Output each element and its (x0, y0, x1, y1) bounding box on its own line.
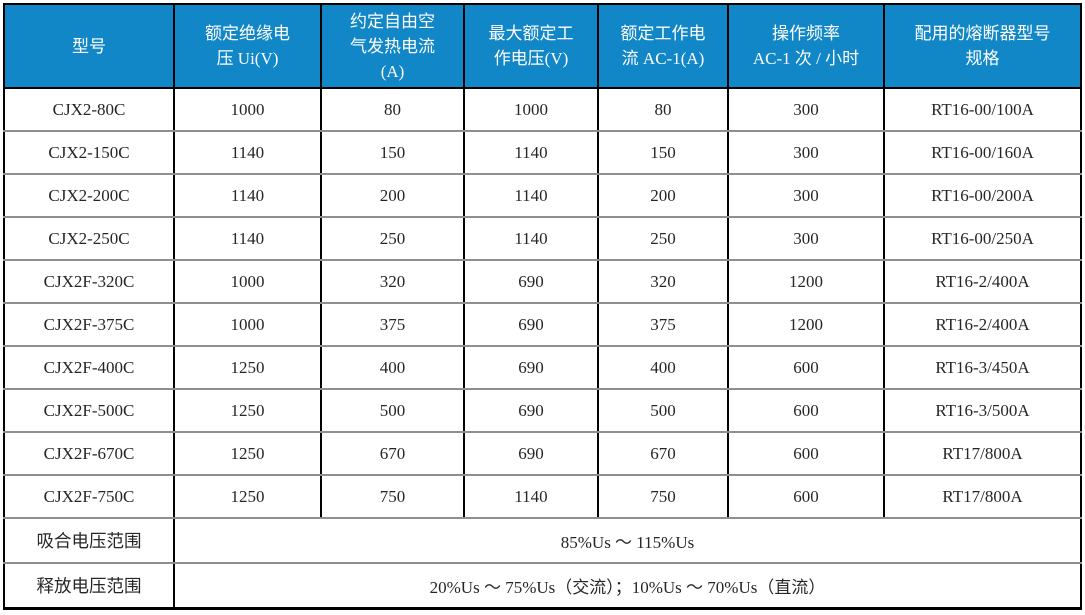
value-cell: 300 (727, 130, 885, 175)
fuse-spec-cell: RT17/800A (883, 431, 1082, 476)
value-cell: 1000 (173, 302, 322, 347)
value-cell: 600 (727, 474, 885, 519)
value-cell: 1250 (173, 431, 322, 476)
model-cell: CJX2-250C (3, 216, 175, 261)
value-cell: 1000 (463, 87, 599, 132)
release-voltage-range-value: 20%Us ～ 75%Us（交流）；10%Us ～ 70%Us（直流） (173, 562, 1082, 610)
value-cell: 600 (727, 388, 885, 433)
value-cell: 690 (463, 302, 599, 347)
value-cell: 375 (320, 302, 465, 347)
model-cell: CJX2F-400C (3, 345, 175, 390)
value-cell: 1200 (727, 302, 885, 347)
value-cell: 320 (320, 259, 465, 304)
value-cell: 690 (463, 431, 599, 476)
value-cell: 1140 (173, 216, 322, 261)
fuse-spec-cell: RT16-00/100A (883, 87, 1082, 132)
table-row: CJX2-150C 1140 150 1140 150 300 RT16-00/… (3, 130, 1082, 175)
value-cell: 600 (727, 431, 885, 476)
value-cell: 1140 (173, 173, 322, 218)
value-cell: 200 (597, 173, 729, 218)
pickup-voltage-range-value: 85%Us ～ 115%Us (173, 517, 1082, 564)
column-header-model: 型号 (3, 3, 175, 89)
model-cell: CJX2F-670C (3, 431, 175, 476)
model-cell: CJX2F-320C (3, 259, 175, 304)
contactor-spec-table: 型号 额定绝缘电 压 Ui(V) 约定自由空 气发热电流 (A) 最大额定工 作… (3, 3, 1082, 610)
value-cell: 1200 (727, 259, 885, 304)
column-header-rated-working-current-ac1: 额定工作电 流 AC-1(A) (597, 3, 729, 89)
table-header: 型号 额定绝缘电 压 Ui(V) 约定自由空 气发热电流 (A) 最大额定工 作… (3, 3, 1082, 89)
value-cell: 1140 (463, 130, 599, 175)
value-cell: 1000 (173, 87, 322, 132)
fuse-spec-cell: RT16-3/500A (883, 388, 1082, 433)
value-cell: 250 (597, 216, 729, 261)
model-cell: CJX2F-375C (3, 302, 175, 347)
fuse-spec-cell: RT16-2/400A (883, 302, 1082, 347)
fuse-spec-cell: RT16-3/450A (883, 345, 1082, 390)
table-row: CJX2F-400C 1250 400 690 400 600 RT16-3/4… (3, 345, 1082, 390)
value-cell: 400 (597, 345, 729, 390)
value-cell: 670 (597, 431, 729, 476)
value-cell: 600 (727, 345, 885, 390)
value-cell: 750 (320, 474, 465, 519)
table-row: CJX2-250C 1140 250 1140 250 300 RT16-00/… (3, 216, 1082, 261)
fuse-spec-cell: RT16-2/400A (883, 259, 1082, 304)
value-cell: 375 (597, 302, 729, 347)
column-header-free-air-thermal-current: 约定自由空 气发热电流 (A) (320, 3, 465, 89)
value-cell: 690 (463, 345, 599, 390)
value-cell: 300 (727, 173, 885, 218)
value-cell: 1140 (463, 173, 599, 218)
value-cell: 300 (727, 87, 885, 132)
value-cell: 1250 (173, 388, 322, 433)
value-cell: 80 (597, 87, 729, 132)
value-cell: 200 (320, 173, 465, 218)
table-row: CJX2F-670C 1250 670 690 670 600 RT17/800… (3, 431, 1082, 476)
value-cell: 150 (597, 130, 729, 175)
value-cell: 690 (463, 259, 599, 304)
table-row: CJX2F-500C 1250 500 690 500 600 RT16-3/5… (3, 388, 1082, 433)
value-cell: 690 (463, 388, 599, 433)
header-row: 型号 额定绝缘电 压 Ui(V) 约定自由空 气发热电流 (A) 最大额定工 作… (3, 3, 1082, 89)
value-cell: 320 (597, 259, 729, 304)
model-cell: CJX2-80C (3, 87, 175, 132)
row-label-release-voltage-range: 释放电压范围 (3, 562, 175, 610)
value-cell: 400 (320, 345, 465, 390)
model-cell: CJX2-150C (3, 130, 175, 175)
value-cell: 500 (597, 388, 729, 433)
value-cell: 670 (320, 431, 465, 476)
value-cell: 1250 (173, 474, 322, 519)
value-cell: 1250 (173, 345, 322, 390)
table-row: CJX2-200C 1140 200 1140 200 300 RT16-00/… (3, 173, 1082, 218)
table-row: CJX2F-375C 1000 375 690 375 1200 RT16-2/… (3, 302, 1082, 347)
column-header-max-rated-working-voltage: 最大额定工 作电压(V) (463, 3, 599, 89)
column-header-fuse-spec: 配用的熔断器型号 规格 (883, 3, 1082, 89)
model-cell: CJX2-200C (3, 173, 175, 218)
value-cell: 1140 (463, 216, 599, 261)
fuse-spec-cell: RT16-00/250A (883, 216, 1082, 261)
value-cell: 1140 (173, 130, 322, 175)
value-cell: 150 (320, 130, 465, 175)
value-cell: 250 (320, 216, 465, 261)
fuse-spec-cell: RT16-00/200A (883, 173, 1082, 218)
table-body: CJX2-80C 1000 80 1000 80 300 RT16-00/100… (3, 87, 1082, 610)
table-row: CJX2-80C 1000 80 1000 80 300 RT16-00/100… (3, 87, 1082, 132)
value-cell: 80 (320, 87, 465, 132)
column-header-rated-insulation-voltage: 额定绝缘电 压 Ui(V) (173, 3, 322, 89)
table-row: CJX2F-750C 1250 750 1140 750 600 RT17/80… (3, 474, 1082, 519)
model-cell: CJX2F-500C (3, 388, 175, 433)
row-label-pickup-voltage-range: 吸合电压范围 (3, 517, 175, 564)
value-cell: 300 (727, 216, 885, 261)
column-header-operating-frequency: 操作频率 AC-1 次 / 小时 (727, 3, 885, 89)
pickup-voltage-range-row: 吸合电压范围 85%Us ～ 115%Us (3, 517, 1082, 564)
value-cell: 1000 (173, 259, 322, 304)
model-cell: CJX2F-750C (3, 474, 175, 519)
value-cell: 1140 (463, 474, 599, 519)
table-row: CJX2F-320C 1000 320 690 320 1200 RT16-2/… (3, 259, 1082, 304)
release-voltage-range-row: 释放电压范围 20%Us ～ 75%Us（交流）；10%Us ～ 70%Us（直… (3, 562, 1082, 610)
value-cell: 500 (320, 388, 465, 433)
fuse-spec-cell: RT17/800A (883, 474, 1082, 519)
fuse-spec-cell: RT16-00/160A (883, 130, 1082, 175)
value-cell: 750 (597, 474, 729, 519)
